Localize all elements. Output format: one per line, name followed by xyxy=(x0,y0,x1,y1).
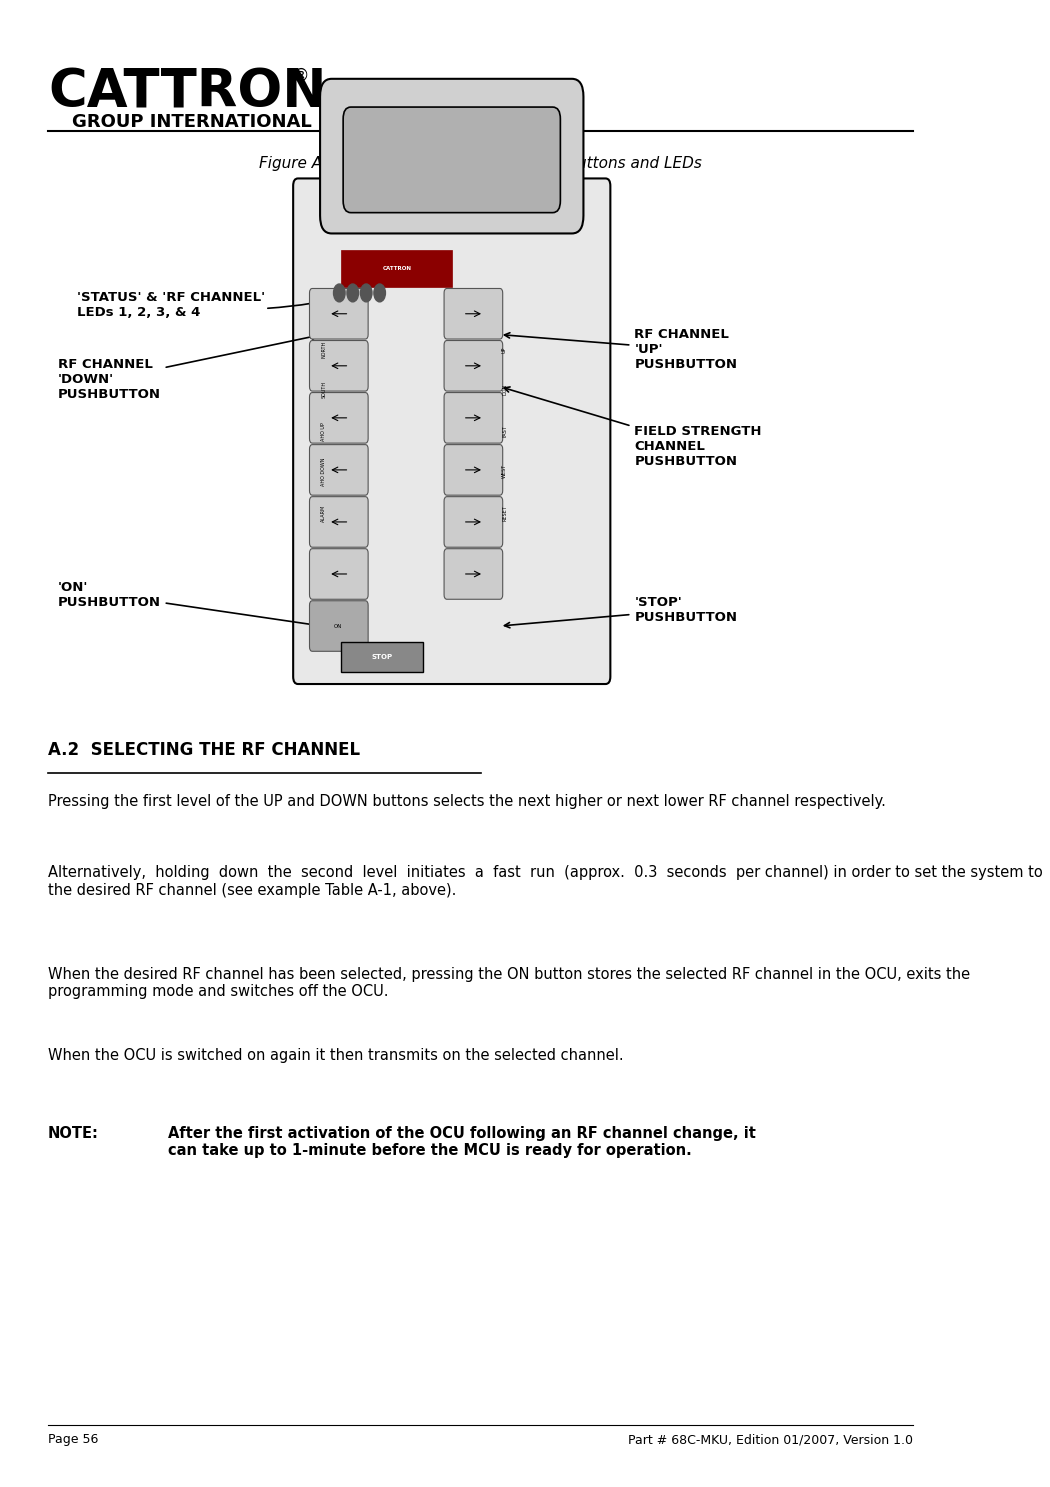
Text: Part # 68C-MKU, Edition 01/2007, Version 1.0: Part # 68C-MKU, Edition 01/2007, Version… xyxy=(628,1433,914,1447)
Text: AHO DOWN: AHO DOWN xyxy=(321,457,327,486)
Text: CATTRON: CATTRON xyxy=(48,67,327,119)
Bar xyxy=(341,250,452,287)
Text: WEST: WEST xyxy=(502,464,507,479)
Text: UP: UP xyxy=(502,346,507,352)
Text: FAST: FAST xyxy=(502,425,507,437)
Text: RESET: RESET xyxy=(502,506,507,520)
FancyBboxPatch shape xyxy=(444,549,503,599)
FancyBboxPatch shape xyxy=(293,178,610,684)
FancyBboxPatch shape xyxy=(310,341,369,391)
Bar xyxy=(341,642,423,672)
FancyBboxPatch shape xyxy=(320,79,584,233)
FancyBboxPatch shape xyxy=(310,549,369,599)
Text: When the OCU is switched on again it then transmits on the selected channel.: When the OCU is switched on again it the… xyxy=(48,1048,624,1063)
FancyBboxPatch shape xyxy=(310,497,369,547)
Circle shape xyxy=(374,284,385,302)
FancyBboxPatch shape xyxy=(444,393,503,443)
Text: 'STOP'
PUSHBUTTON: 'STOP' PUSHBUTTON xyxy=(504,596,737,628)
Text: Page 56: Page 56 xyxy=(48,1433,99,1447)
Text: NOTE:: NOTE: xyxy=(48,1126,99,1141)
Text: STOP: STOP xyxy=(372,654,393,660)
FancyBboxPatch shape xyxy=(444,288,503,339)
Circle shape xyxy=(360,284,372,302)
FancyBboxPatch shape xyxy=(444,341,503,391)
Text: After the first activation of the OCU following an RF channel change, it
can tak: After the first activation of the OCU fo… xyxy=(168,1126,756,1158)
Text: DON: DON xyxy=(502,384,507,396)
Text: 'ON'
PUSHBUTTON: 'ON' PUSHBUTTON xyxy=(58,581,317,628)
Text: ALARM: ALARM xyxy=(321,504,327,522)
Text: ®: ® xyxy=(293,67,310,85)
Text: FIELD STRENGTH
CHANNEL
PUSHBUTTON: FIELD STRENGTH CHANNEL PUSHBUTTON xyxy=(504,387,762,467)
Text: ON: ON xyxy=(334,623,342,629)
Text: Pressing the first level of the UP and DOWN buttons selects the next higher or n: Pressing the first level of the UP and D… xyxy=(48,794,886,809)
Text: When the desired RF channel has been selected, pressing the ON button stores the: When the desired RF channel has been sel… xyxy=(48,967,970,999)
Text: GROUP INTERNATIONAL: GROUP INTERNATIONAL xyxy=(72,113,312,131)
Text: Alternatively,  holding  down  the  second  level  initiates  a  fast  run  (app: Alternatively, holding down the second l… xyxy=(48,865,1043,898)
Text: A.2  SELECTING THE RF CHANNEL: A.2 SELECTING THE RF CHANNEL xyxy=(48,741,360,758)
Text: SOUTH: SOUTH xyxy=(321,381,327,399)
Text: NORTH: NORTH xyxy=(321,341,327,358)
Circle shape xyxy=(334,284,345,302)
Text: RF CHANNEL
'DOWN'
PUSHBUTTON: RF CHANNEL 'DOWN' PUSHBUTTON xyxy=(58,335,317,400)
FancyBboxPatch shape xyxy=(343,107,561,213)
Text: Figure A-1.  RF Programming Mode Pushbuttons and LEDs: Figure A-1. RF Programming Mode Pushbutt… xyxy=(259,156,702,171)
FancyBboxPatch shape xyxy=(444,445,503,495)
Text: AHO UP: AHO UP xyxy=(321,422,327,440)
FancyBboxPatch shape xyxy=(310,445,369,495)
Circle shape xyxy=(346,284,358,302)
Text: 'STATUS' & 'RF CHANNEL'
LEDs 1, 2, 3, & 4: 'STATUS' & 'RF CHANNEL' LEDs 1, 2, 3, & … xyxy=(77,291,356,318)
FancyBboxPatch shape xyxy=(310,601,369,651)
Text: RF CHANNEL
'UP'
PUSHBUTTON: RF CHANNEL 'UP' PUSHBUTTON xyxy=(504,329,737,370)
FancyBboxPatch shape xyxy=(444,497,503,547)
FancyBboxPatch shape xyxy=(310,288,369,339)
FancyBboxPatch shape xyxy=(310,393,369,443)
Text: CATTRON: CATTRON xyxy=(382,266,412,271)
